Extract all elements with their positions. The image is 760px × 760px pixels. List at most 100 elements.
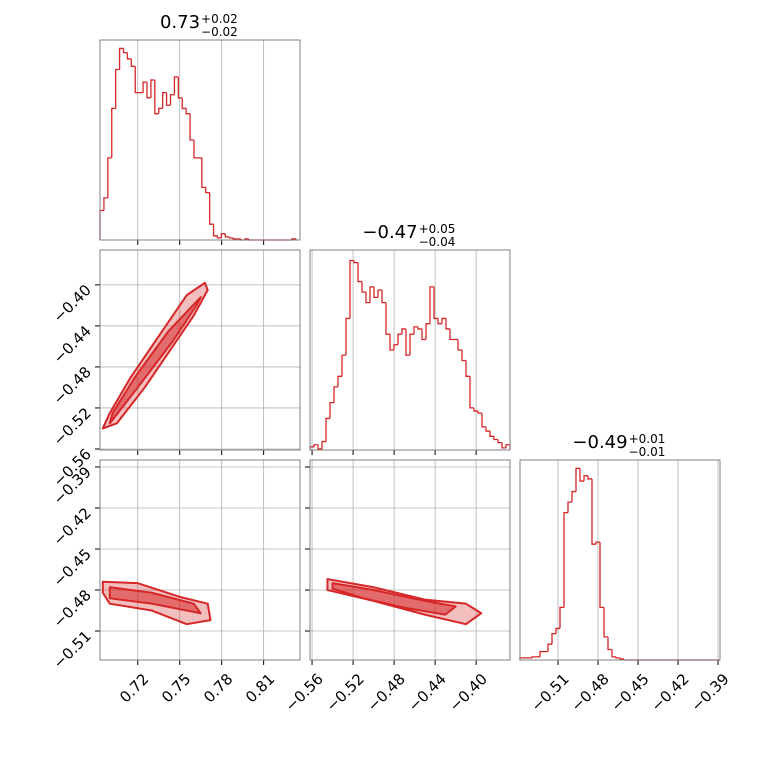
panel-frame (99, 459, 301, 661)
hist-bin (150, 79, 155, 98)
hist-bin (189, 113, 194, 141)
hist-bin (103, 197, 108, 211)
title-upper-error: +0.05 (419, 222, 456, 236)
panel-frame (519, 459, 721, 661)
hist-bin (445, 318, 450, 330)
hist-bin (365, 292, 370, 304)
hist-bin (595, 541, 600, 545)
panel-frame (99, 39, 301, 241)
hist-bin (146, 82, 151, 99)
hist-bin (385, 302, 390, 335)
hist-bin (611, 649, 616, 658)
hist-bin (162, 91, 167, 109)
panel-title: −0.49 (572, 432, 627, 453)
hist-bin (413, 326, 418, 335)
hist-bin (579, 468, 584, 482)
hist-bin (615, 656, 620, 659)
hist-bin (409, 333, 414, 356)
x-tick-label: −0.42 (648, 670, 693, 715)
hist-bin (417, 326, 422, 330)
hist-bin (619, 657, 624, 660)
hist-bin (461, 350, 466, 362)
x-tick-label: 0.72 (116, 670, 152, 706)
hist-bin (603, 607, 608, 638)
hist-bin (381, 290, 386, 304)
x-tick-label: −0.51 (528, 670, 573, 715)
hist-bin (481, 413, 486, 428)
hist-bin (201, 157, 206, 189)
hist-bin (421, 328, 426, 341)
hist-bin (325, 417, 330, 442)
y-tick-label: −0.40 (50, 281, 95, 326)
hist-bin (433, 286, 438, 320)
hist-bin (349, 259, 354, 319)
panel-frame (309, 249, 511, 451)
title-lower-error: −0.02 (201, 25, 238, 39)
x-tick-label: 0.78 (200, 670, 236, 706)
x-tick-label: −0.45 (608, 670, 653, 715)
hist-bin (134, 66, 140, 94)
hist-bin (181, 97, 187, 110)
hist-bin (369, 286, 374, 303)
hist-bin (118, 47, 124, 70)
hist-bin (142, 81, 147, 93)
x-tick-label: 0.75 (158, 670, 194, 706)
title-upper-error: +0.02 (201, 12, 238, 26)
hist-bin (115, 68, 120, 109)
hist-bin (158, 107, 163, 114)
hist-bin (465, 360, 470, 377)
panel: −0.40−0.44−0.48−0.52−0.56 (50, 249, 301, 490)
x-tick-label: −0.44 (405, 670, 450, 715)
x-tick-label: −0.56 (282, 670, 327, 715)
contour (331, 582, 457, 616)
y-tick-label: −0.42 (50, 504, 95, 549)
panel-frame (99, 249, 301, 451)
panel: 0.72 0.75 0.78 0.81−0.39−0.42−0.45−0.48−0.5… (50, 459, 301, 706)
title-lower-error: −0.04 (419, 235, 456, 249)
x-tick-label: 0.81 (242, 670, 278, 706)
hist-bin (361, 281, 366, 293)
hist-bin (232, 237, 238, 240)
hist-bin (357, 262, 362, 283)
hist-bin (469, 376, 474, 409)
hist-bin (212, 224, 218, 237)
y-tick-label: −0.52 (50, 404, 95, 449)
hist-bin (563, 511, 568, 608)
hist-bin (345, 317, 350, 356)
hist-bin (341, 354, 346, 377)
panel-title: 0.73 (160, 12, 200, 33)
hist-bin (559, 606, 564, 629)
hist-bin (126, 52, 132, 60)
hist-bin (437, 318, 442, 325)
hist-bin (173, 76, 179, 95)
hist-bin (333, 386, 338, 403)
hist-bin (337, 375, 342, 387)
hist-bin (405, 328, 410, 356)
hist-bin (185, 108, 191, 115)
hist-bin (389, 334, 394, 351)
hist-bin (329, 401, 334, 419)
hist-bin (321, 440, 326, 449)
panel: −0.51−0.48−0.45−0.42−0.39 −0.49 +0.01−0.01 (519, 432, 733, 715)
x-tick-label: −0.39 (688, 670, 733, 715)
hist-bin (477, 411, 482, 414)
hist-bin (353, 260, 358, 264)
panel-title: −0.47 (362, 222, 417, 243)
hist-bin (591, 478, 596, 545)
hist-bin (457, 339, 462, 351)
x-tick-label: −0.48 (364, 670, 409, 715)
hist-bin (571, 490, 576, 503)
hist-bin (205, 187, 210, 194)
hist-bin (501, 442, 506, 449)
hist-bin (489, 431, 494, 437)
hist-bin (393, 344, 398, 350)
hist-bin (169, 94, 175, 106)
hist-bin (599, 542, 604, 609)
x-tick-label: −0.40 (446, 670, 491, 715)
hist-bin (551, 633, 556, 645)
hist-bin (485, 426, 490, 432)
hist-bin (228, 236, 234, 239)
hist-bin (497, 439, 502, 444)
hist-bin (587, 475, 592, 480)
